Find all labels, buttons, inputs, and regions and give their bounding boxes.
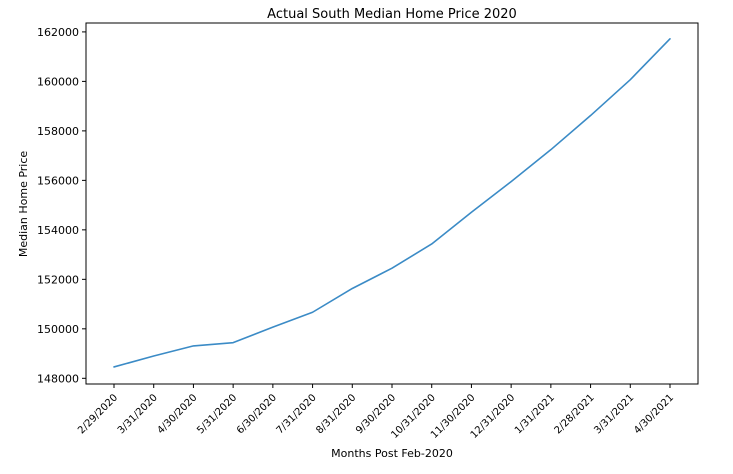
y-tick-label: 154000 [37, 224, 79, 237]
plot-area-frame [86, 23, 698, 384]
x-tick-label: 5/31/2020 [195, 392, 239, 436]
x-tick-label: 1/31/2021 [513, 392, 557, 436]
x-tick-label: 2/28/2021 [553, 392, 597, 436]
x-tick-label: 7/31/2020 [275, 392, 319, 436]
y-tick-label: 160000 [37, 75, 79, 88]
x-tick-label: 6/30/2020 [235, 392, 279, 436]
y-tick-label: 152000 [37, 273, 79, 286]
x-tick-label: 3/31/2020 [116, 392, 160, 436]
y-tick-label: 162000 [37, 26, 79, 39]
x-tick-label: 2/29/2020 [76, 392, 120, 436]
x-tick-label: 3/31/2021 [592, 392, 636, 436]
chart-title: Actual South Median Home Price 2020 [267, 7, 517, 22]
series-layer [114, 39, 670, 367]
x-axis-label: Months Post Feb-2020 [331, 447, 453, 460]
x-tick-label: 4/30/2020 [156, 392, 200, 436]
x-tick-label: 8/31/2020 [314, 392, 358, 436]
y-tick-label: 156000 [37, 174, 79, 187]
y-tick-label: 148000 [37, 372, 79, 385]
x-tick-label: 4/30/2021 [632, 392, 676, 436]
y-tick-label: 158000 [37, 125, 79, 138]
y-tick-label: 150000 [37, 323, 79, 336]
y-axis-label: Median Home Price [17, 151, 30, 258]
ticks-layer: 148000 150000 152000 154000 156000 158000 1600… [37, 26, 676, 441]
series-line [114, 39, 670, 367]
